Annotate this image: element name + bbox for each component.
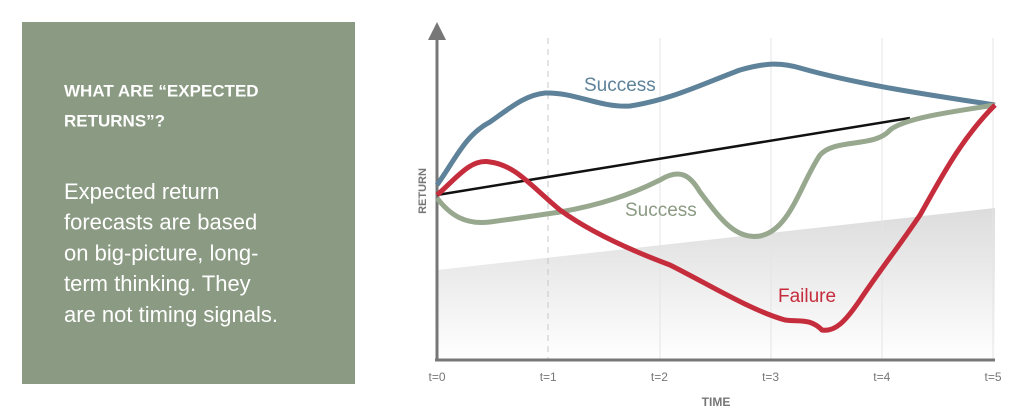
body-line: term thinking. They bbox=[64, 271, 251, 296]
x-label: t=2 bbox=[651, 370, 668, 384]
shaded-area bbox=[437, 208, 995, 360]
x-label: t=5 bbox=[984, 370, 1001, 384]
x-label: t=1 bbox=[540, 370, 557, 384]
curve-label: Failure bbox=[778, 286, 836, 307]
body-line: Expected return bbox=[64, 179, 219, 204]
heading-line: RETURNS”? bbox=[64, 111, 165, 130]
x-label: t=4 bbox=[873, 370, 890, 384]
failure-curve bbox=[435, 103, 997, 333]
x-axis-label: TIME bbox=[702, 395, 731, 409]
y-axis-label: RETURN bbox=[417, 168, 429, 214]
body-line: forecasts are based bbox=[64, 210, 257, 235]
curve-label: Success bbox=[584, 75, 656, 96]
body-line: are not timing signals. bbox=[64, 302, 278, 327]
heading-line: WHAT ARE “EXPECTED bbox=[64, 81, 259, 100]
body-line: on big-picture, long- bbox=[64, 240, 258, 265]
x-labels: t=0 t=1 t=2 t=3 t=4 t=5 bbox=[428, 370, 1001, 384]
x-label: t=0 bbox=[428, 370, 445, 384]
success-curve bbox=[434, 61, 996, 187]
panel-heading: WHAT ARE “EXPECTED RETURNS”? bbox=[64, 81, 259, 130]
panel-body: Expected return forecasts are based on big… bbox=[64, 179, 278, 327]
success-curve bbox=[435, 102, 996, 239]
x-label: t=3 bbox=[762, 370, 779, 384]
expected-line bbox=[436, 116, 911, 197]
side-panel bbox=[22, 22, 355, 384]
curve-label: Success bbox=[625, 200, 697, 221]
axis-arrow bbox=[428, 22, 446, 40]
